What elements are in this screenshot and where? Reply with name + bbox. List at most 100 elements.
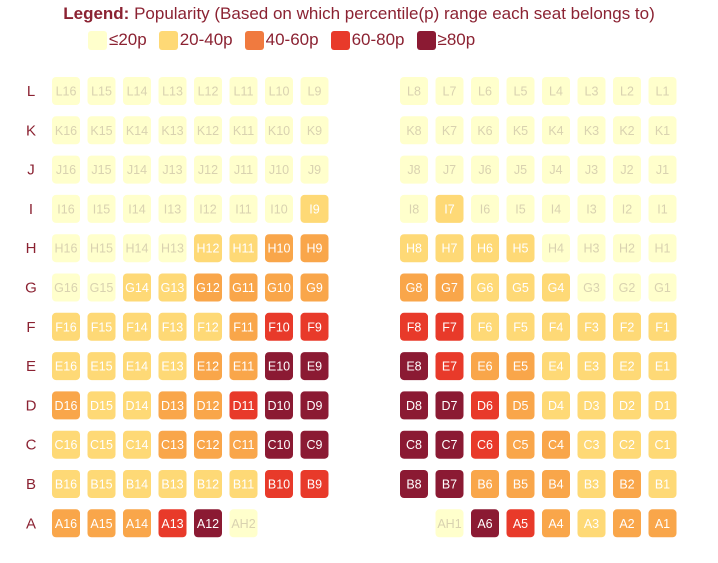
seat-g1[interactable] — [648, 273, 677, 302]
seat-l9[interactable] — [300, 77, 329, 105]
seat-f16[interactable] — [52, 312, 80, 341]
seat-f5[interactable] — [506, 312, 535, 341]
seat-l16[interactable] — [52, 77, 80, 105]
seat-j13[interactable] — [158, 155, 187, 184]
seat-ah1[interactable] — [435, 509, 464, 538]
seat-d15[interactable] — [87, 391, 116, 420]
seat-i9[interactable] — [300, 194, 329, 223]
seat-g5[interactable] — [506, 273, 535, 302]
seat-i11[interactable] — [229, 194, 258, 223]
seat-i10[interactable] — [265, 194, 293, 223]
seat-e10[interactable] — [265, 352, 293, 381]
seat-l10[interactable] — [265, 77, 293, 105]
seat-g8[interactable] — [400, 273, 428, 302]
seat-c12[interactable] — [194, 430, 222, 459]
seat-l6[interactable] — [471, 77, 499, 105]
seat-b3[interactable] — [577, 470, 606, 498]
seat-f8[interactable] — [400, 312, 428, 341]
seat-e2[interactable] — [613, 352, 641, 381]
seat-g16[interactable] — [52, 273, 80, 302]
seat-f7[interactable] — [435, 312, 464, 341]
seat-f11[interactable] — [229, 312, 258, 341]
seat-g2[interactable] — [613, 273, 641, 302]
seat-a3[interactable] — [577, 509, 606, 538]
seat-d16[interactable] — [52, 391, 80, 420]
seat-h10[interactable] — [265, 234, 293, 263]
seat-c15[interactable] — [87, 430, 116, 459]
seat-a16[interactable] — [52, 509, 80, 538]
seat-i7[interactable] — [435, 194, 464, 223]
seat-a12[interactable] — [194, 509, 222, 538]
seat-c8[interactable] — [400, 430, 428, 459]
seat-i13[interactable] — [158, 194, 187, 223]
seat-h14[interactable] — [123, 234, 151, 263]
seat-b10[interactable] — [265, 470, 293, 498]
seat-j1[interactable] — [648, 155, 677, 184]
seat-f12[interactable] — [194, 312, 222, 341]
seat-h8[interactable] — [400, 234, 428, 263]
seat-l1[interactable] — [648, 77, 677, 105]
seat-a14[interactable] — [123, 509, 151, 538]
seat-j3[interactable] — [577, 155, 606, 184]
seat-l2[interactable] — [613, 77, 641, 105]
seat-d5[interactable] — [506, 391, 535, 420]
seat-l7[interactable] — [435, 77, 464, 105]
seat-f15[interactable] — [87, 312, 116, 341]
seat-i6[interactable] — [471, 194, 499, 223]
seat-i3[interactable] — [577, 194, 606, 223]
seat-e3[interactable] — [577, 352, 606, 381]
seat-g15[interactable] — [87, 273, 116, 302]
seat-b13[interactable] — [158, 470, 187, 498]
seat-i14[interactable] — [123, 194, 151, 223]
seat-k10[interactable] — [265, 116, 293, 145]
seat-j11[interactable] — [229, 155, 258, 184]
seat-g4[interactable] — [542, 273, 570, 302]
seat-b4[interactable] — [542, 470, 570, 498]
seat-c2[interactable] — [613, 430, 641, 459]
seat-h4[interactable] — [542, 234, 570, 263]
seat-f1[interactable] — [648, 312, 677, 341]
seat-a6[interactable] — [471, 509, 499, 538]
seat-k3[interactable] — [577, 116, 606, 145]
seat-g9[interactable] — [300, 273, 329, 302]
seat-a4[interactable] — [542, 509, 570, 538]
seat-b12[interactable] — [194, 470, 222, 498]
seat-h16[interactable] — [52, 234, 80, 263]
seat-j12[interactable] — [194, 155, 222, 184]
seat-i2[interactable] — [613, 194, 641, 223]
seat-e1[interactable] — [648, 352, 677, 381]
seat-ah2[interactable] — [229, 509, 258, 538]
seat-j15[interactable] — [87, 155, 116, 184]
seat-g12[interactable] — [194, 273, 222, 302]
seat-f4[interactable] — [542, 312, 570, 341]
seat-l4[interactable] — [542, 77, 570, 105]
seat-f10[interactable] — [265, 312, 293, 341]
seat-j5[interactable] — [506, 155, 535, 184]
seat-e16[interactable] — [52, 352, 80, 381]
seat-h11[interactable] — [229, 234, 258, 263]
seat-l11[interactable] — [229, 77, 258, 105]
seat-e12[interactable] — [194, 352, 222, 381]
seat-d9[interactable] — [300, 391, 329, 420]
seat-c3[interactable] — [577, 430, 606, 459]
seat-l12[interactable] — [194, 77, 222, 105]
seat-i15[interactable] — [87, 194, 116, 223]
seat-j7[interactable] — [435, 155, 464, 184]
seat-b1[interactable] — [648, 470, 677, 498]
seat-e5[interactable] — [506, 352, 535, 381]
seat-l8[interactable] — [400, 77, 428, 105]
seat-b8[interactable] — [400, 470, 428, 498]
seat-c9[interactable] — [300, 430, 329, 459]
seat-e13[interactable] — [158, 352, 187, 381]
seat-a2[interactable] — [613, 509, 641, 538]
seat-c10[interactable] — [265, 430, 293, 459]
seat-k8[interactable] — [400, 116, 428, 145]
seat-h9[interactable] — [300, 234, 329, 263]
seat-l3[interactable] — [577, 77, 606, 105]
seat-k5[interactable] — [506, 116, 535, 145]
seat-h2[interactable] — [613, 234, 641, 263]
seat-c4[interactable] — [542, 430, 570, 459]
seat-e8[interactable] — [400, 352, 428, 381]
seat-j4[interactable] — [542, 155, 570, 184]
seat-e9[interactable] — [300, 352, 329, 381]
